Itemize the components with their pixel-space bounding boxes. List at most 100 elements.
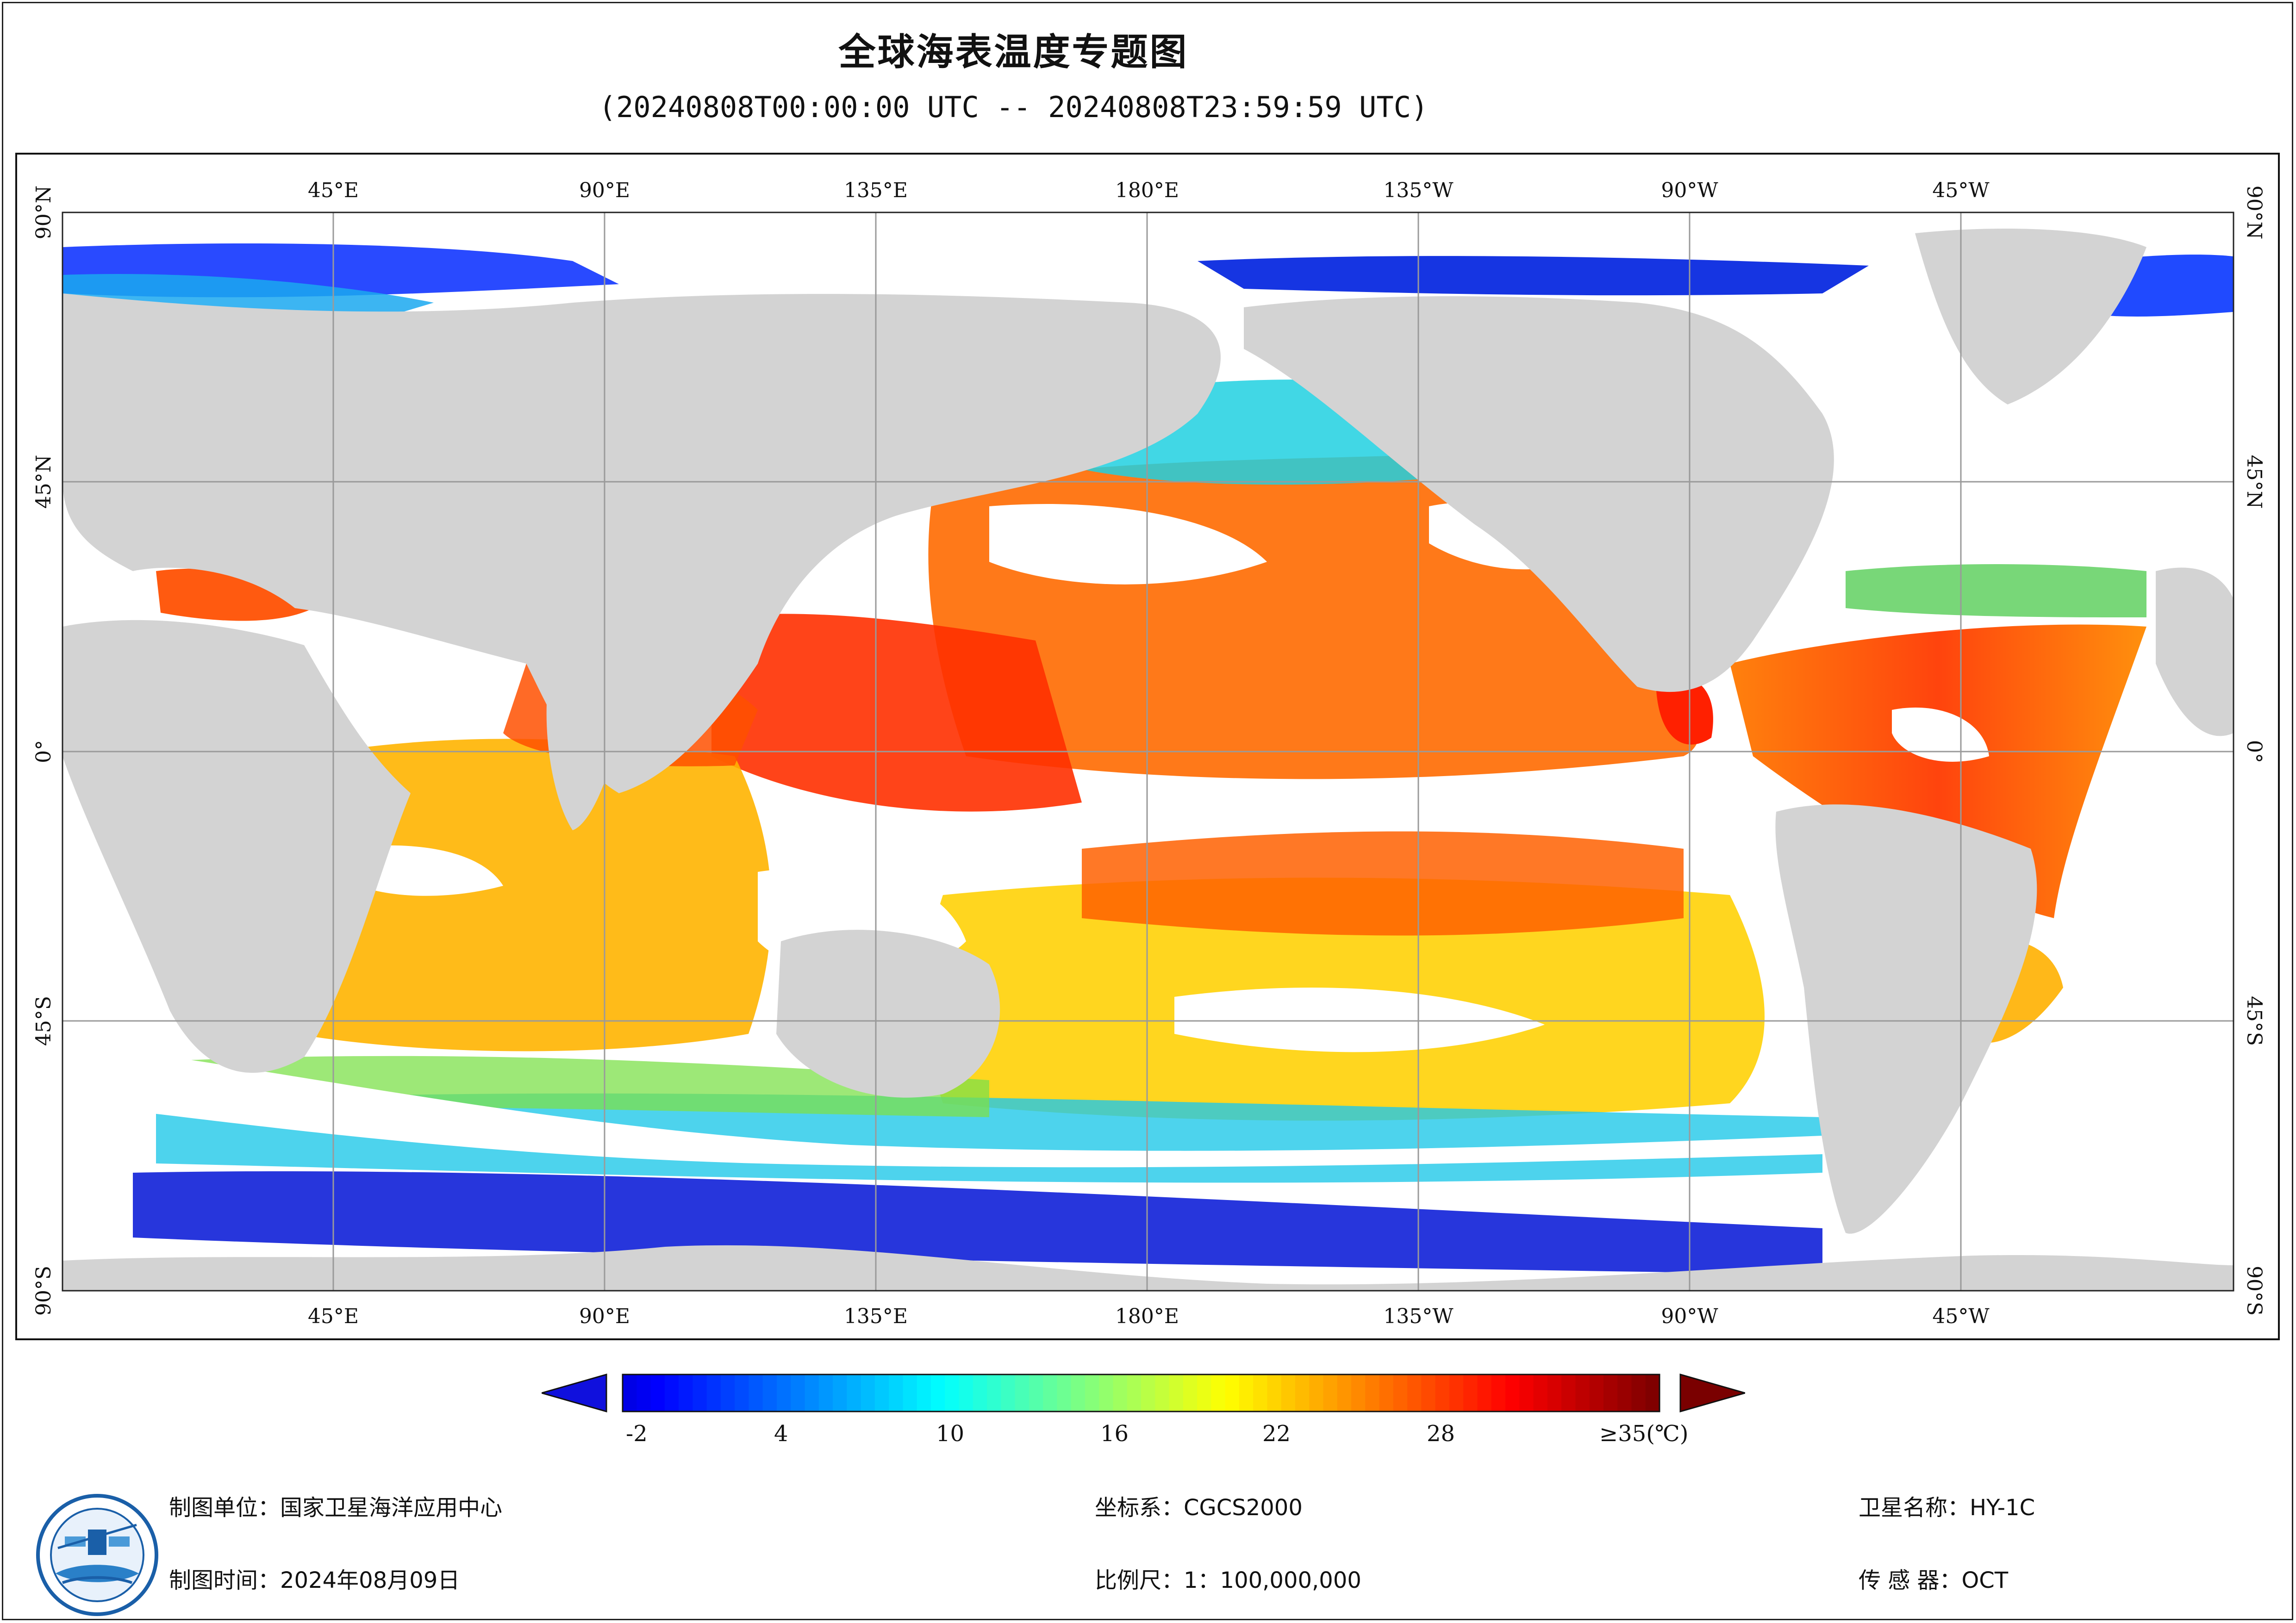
colorbar-cell <box>1617 1374 1632 1412</box>
colorbar-cell <box>1351 1374 1366 1412</box>
colorbar-cell <box>945 1374 959 1412</box>
colorbar-cell <box>1141 1374 1155 1412</box>
colorbar-cell <box>1239 1374 1254 1412</box>
land-eurasia <box>62 293 1221 793</box>
landmasses <box>62 229 2234 1291</box>
sst-indian-ocean <box>283 739 772 1051</box>
lon-label-top: 45°E <box>308 179 359 202</box>
lat-label-right: 45°S <box>2242 996 2266 1046</box>
colorbar-cell <box>1071 1374 1086 1412</box>
colorbar-cell <box>1029 1374 1043 1412</box>
colorbar-cell <box>1379 1374 1394 1412</box>
colorbar-cell <box>1127 1374 1142 1412</box>
colorbar-cell <box>1113 1374 1128 1412</box>
colorbar-label: 22 <box>1262 1421 1291 1447</box>
sst-southern-blue <box>133 1171 1822 1275</box>
colorbar-cell <box>1281 1374 1296 1412</box>
land-europe-west <box>2156 567 2234 736</box>
lon-label-top: 45°W <box>1932 179 1990 202</box>
colorbar-cell <box>1365 1374 1380 1412</box>
colorbar-cell <box>1463 1374 1478 1412</box>
sst-equatorial-pacific <box>1082 831 1684 936</box>
colorbar-cell <box>735 1374 749 1412</box>
time-range-subtitle: (20240808T00:00:00 UTC -- 20240808T23:59… <box>599 90 1429 124</box>
colorbar-cell <box>1183 1374 1198 1412</box>
colorbar-cell <box>930 1374 945 1412</box>
colorbar <box>542 1374 1745 1412</box>
page-title: 全球海表温度专题图 <box>838 31 1189 74</box>
colorbar-cell <box>693 1374 707 1412</box>
colorbar-cell <box>1155 1374 1170 1412</box>
colorbar-cell <box>1645 1374 1660 1412</box>
footer-unit: 制图单位：国家卫星海洋应用中心 <box>169 1495 503 1521</box>
lon-label-top: 90°E <box>579 179 630 202</box>
colorbar-cell <box>861 1374 875 1412</box>
colorbar-cell <box>650 1374 665 1412</box>
colorbar-cell <box>847 1374 861 1412</box>
colorbar-cell <box>1099 1374 1113 1412</box>
colorbar-cell <box>1449 1374 1464 1412</box>
colorbar-cell <box>1057 1374 1072 1412</box>
colorbar-cell <box>889 1374 903 1412</box>
colorbar-label: 10 <box>936 1421 965 1447</box>
colorbar-cell <box>1267 1374 1282 1412</box>
lat-label-left: 0° <box>32 740 56 763</box>
colorbar-cell <box>1631 1374 1646 1412</box>
colorbar-label: 28 <box>1427 1421 1455 1447</box>
footer-satellite: 卫星名称：HY-1C <box>1859 1495 2035 1521</box>
colorbar-cell <box>1407 1374 1422 1412</box>
footer-crs: 坐标系：CGCS2000 <box>1095 1495 1303 1521</box>
land-south-america <box>1775 804 2037 1234</box>
colorbar-label: -2 <box>626 1421 648 1447</box>
colorbar-cell <box>874 1374 889 1412</box>
colorbar-cell <box>1561 1374 1576 1412</box>
colorbar-cell <box>1225 1374 1240 1412</box>
lat-label-left: 45°S <box>32 996 56 1046</box>
land-greenland <box>1915 229 2146 404</box>
sst-gulf-of-mexico <box>1656 675 1713 745</box>
colorbar-cell <box>903 1374 917 1412</box>
colorbar-cell <box>720 1374 735 1412</box>
colorbar-cell <box>987 1374 1001 1412</box>
colorbar-cell <box>1085 1374 1099 1412</box>
lat-label-right: 90°S <box>2242 1266 2266 1316</box>
colorbar-cell <box>1169 1374 1184 1412</box>
colorbar-cell <box>1477 1374 1492 1412</box>
colorbar-cell <box>1519 1374 1534 1412</box>
footer-scale: 比例尺：1：100,000,000 <box>1095 1567 1361 1593</box>
colorbar-cell <box>1323 1374 1338 1412</box>
colorbar-cell <box>833 1374 847 1412</box>
colorbar-frame <box>622 1374 1660 1412</box>
footer-sensor: 传 感 器：OCT <box>1859 1567 2009 1593</box>
colorbar-cell <box>1421 1374 1436 1412</box>
colorbar-cell <box>1197 1374 1211 1412</box>
colorbar-cell <box>679 1374 693 1412</box>
colorbar-over-arrow <box>1679 1374 1745 1412</box>
colorbar-cell <box>1211 1374 1226 1412</box>
lat-label-right: 0° <box>2242 740 2266 763</box>
colorbar-label: 16 <box>1100 1421 1129 1447</box>
lon-label-top: 180°E <box>1115 179 1179 202</box>
lon-label-top: 90°W <box>1661 179 1718 202</box>
lon-label-bottom: 135°E <box>844 1305 908 1328</box>
land-north-america <box>1244 296 1834 692</box>
colorbar-cell <box>776 1374 791 1412</box>
colorbar-cell <box>959 1374 973 1412</box>
lon-label-bottom: 180°E <box>1115 1305 1179 1328</box>
lat-label-left: 90°S <box>32 1266 56 1316</box>
colorbar-cell <box>1575 1374 1590 1412</box>
colorbar-cell <box>1533 1374 1548 1412</box>
lat-label-right: 90°N <box>2242 186 2266 240</box>
sst-north-atlantic <box>1730 624 2146 918</box>
colorbar-cell <box>805 1374 819 1412</box>
lon-label-bottom: 90°W <box>1661 1305 1718 1328</box>
map-inner-border <box>62 211 2234 1292</box>
sst-north-atlantic-north <box>1846 564 2146 617</box>
colorbar-cell <box>1295 1374 1310 1412</box>
colorbar-cell <box>1589 1374 1604 1412</box>
lat-label-left: 45°N <box>32 455 56 509</box>
lon-label-bottom: 135°W <box>1383 1305 1454 1328</box>
nsoas-logo-icon <box>36 1494 158 1616</box>
colorbar-cell <box>818 1374 833 1412</box>
colorbar-under-arrow <box>542 1374 607 1412</box>
